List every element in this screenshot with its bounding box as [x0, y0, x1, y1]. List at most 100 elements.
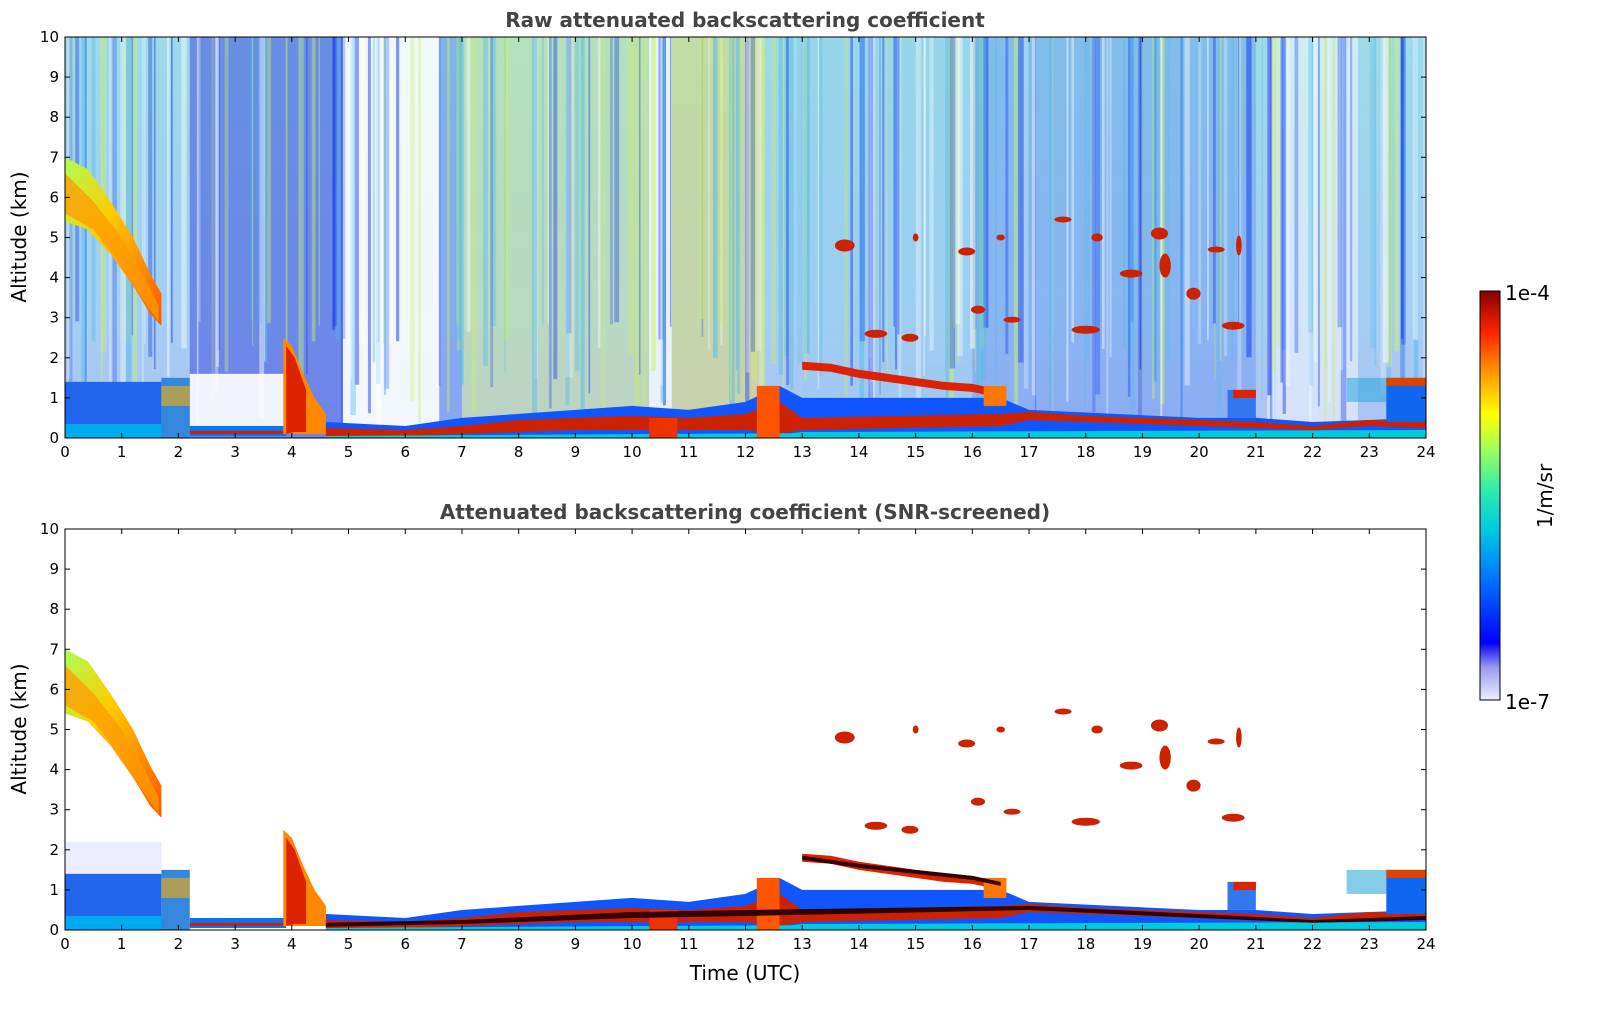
x-tick-label: 6	[400, 935, 410, 953]
noise-speckle	[1261, 37, 1263, 400]
mid-cloud-patch	[1221, 321, 1245, 330]
low-cloud-top	[1233, 881, 1256, 890]
noise-speckle	[751, 37, 758, 382]
noise-speckle	[1127, 37, 1131, 397]
y-tick-label: 5	[49, 721, 59, 739]
screened-faint-layer	[65, 841, 162, 874]
noise-speckle	[897, 37, 900, 335]
x-tick-label: 14	[849, 443, 868, 461]
noise-speckle	[1152, 37, 1155, 400]
noise-speckle	[541, 37, 544, 325]
surface-layer	[325, 922, 1426, 930]
noise-speckle	[81, 37, 87, 424]
precipitation-column	[649, 417, 678, 438]
noise-speckle	[945, 37, 950, 435]
noise-speckle	[170, 37, 173, 343]
x-tick-label: 17	[1019, 935, 1038, 953]
noise-speckle	[1342, 37, 1345, 374]
y-tick-label: 7	[49, 148, 59, 166]
x-tick-label: 13	[793, 443, 812, 461]
noise-speckle	[1049, 37, 1053, 424]
noise-speckle	[756, 37, 762, 351]
noise-speckle	[1323, 37, 1327, 427]
noise-speckle	[68, 37, 73, 428]
top-axes: 0 1 2 3 4 5 6 7 8 9 10 11 12 13 14 15 16 17 18 19 20 21 22 23 24…	[40, 28, 1436, 461]
y-tick-label: 3	[49, 801, 59, 819]
noise-speckle	[332, 37, 336, 331]
noise-speckle	[947, 37, 952, 422]
noise-speckle	[259, 37, 265, 418]
noise-speckle	[1308, 37, 1314, 333]
y-tick-label: 8	[49, 600, 59, 618]
x-tick-label: 19	[1133, 443, 1152, 461]
noise-speckle	[372, 37, 376, 363]
noise-speckle	[132, 37, 137, 383]
boundary-layer-top	[325, 401, 1426, 436]
noise-speckle	[882, 37, 885, 363]
noise-speckle	[215, 37, 220, 367]
x-tick-label: 24	[1416, 935, 1435, 953]
noise-speckle	[1267, 37, 1272, 396]
y-tick-label: 5	[49, 229, 59, 247]
y-tick-label: 9	[49, 68, 59, 86]
noise-speckle	[534, 37, 538, 379]
noise-speckle	[1071, 37, 1075, 343]
noise-speckle	[898, 37, 902, 436]
top-panel-title: Raw attenuated backscattering coefficien…	[505, 8, 985, 32]
y-tick-label: 6	[49, 188, 59, 206]
noise-speckle	[1412, 37, 1419, 340]
noise-speckle	[396, 37, 400, 342]
noise-speckle	[342, 37, 346, 339]
mid-cloud-patch	[901, 825, 919, 834]
noise-speckle	[1084, 37, 1086, 406]
noise-stripe	[439, 37, 462, 438]
precipitation-column	[756, 877, 780, 930]
x-tick-label: 9	[571, 443, 581, 461]
noise-speckle	[784, 37, 789, 356]
x-tick-label: 18	[1076, 935, 1095, 953]
virga-core	[286, 345, 306, 434]
noise-speckle	[789, 37, 794, 390]
noise-speckle	[1275, 37, 1280, 347]
noise-speckle	[456, 37, 462, 325]
noise-speckle	[341, 37, 343, 433]
low-cloud-top	[1233, 389, 1256, 398]
noise-speckle	[708, 37, 711, 351]
noise-speckle	[553, 37, 558, 380]
noise-speckle	[438, 37, 441, 386]
noise-speckle	[974, 37, 977, 373]
mid-cloud-patch	[1236, 727, 1242, 748]
noise-speckle	[720, 37, 724, 323]
noise-speckle	[376, 37, 382, 437]
noise-speckle	[350, 37, 355, 327]
x-tick-label: 8	[514, 443, 524, 461]
noise-speckle	[1139, 37, 1142, 370]
noise-speckle	[358, 37, 365, 344]
x-tick-label: 11	[679, 443, 698, 461]
noise-speckle	[167, 37, 170, 377]
noise-speckle	[700, 37, 704, 320]
colorbar	[1479, 290, 1501, 701]
x-tick-label: 9	[571, 935, 581, 953]
noise-speckle	[915, 37, 922, 416]
noise-speckle	[1337, 37, 1343, 328]
y-tick-label: 2	[49, 841, 59, 859]
noise-speckle	[1223, 37, 1228, 357]
x-tick-label: 11	[679, 935, 698, 953]
noise-speckle	[660, 37, 663, 385]
boundary-layer-edge	[325, 905, 1426, 927]
noise-speckle	[570, 37, 574, 378]
noise-speckle	[350, 37, 356, 416]
noise-speckle	[418, 37, 422, 435]
noise-speckle	[1327, 37, 1331, 402]
noise-speckle	[144, 37, 146, 344]
x-tick-label: 0	[60, 935, 70, 953]
noise-speckle	[771, 37, 777, 365]
y-tick-label: 6	[49, 680, 59, 698]
noise-speckle	[131, 37, 134, 336]
noise-speckle	[1230, 37, 1234, 363]
noise-speckle	[1212, 37, 1216, 324]
noise-speckle	[1370, 37, 1376, 349]
noise-speckle	[953, 37, 955, 329]
x-tick-label: 21	[1246, 935, 1265, 953]
